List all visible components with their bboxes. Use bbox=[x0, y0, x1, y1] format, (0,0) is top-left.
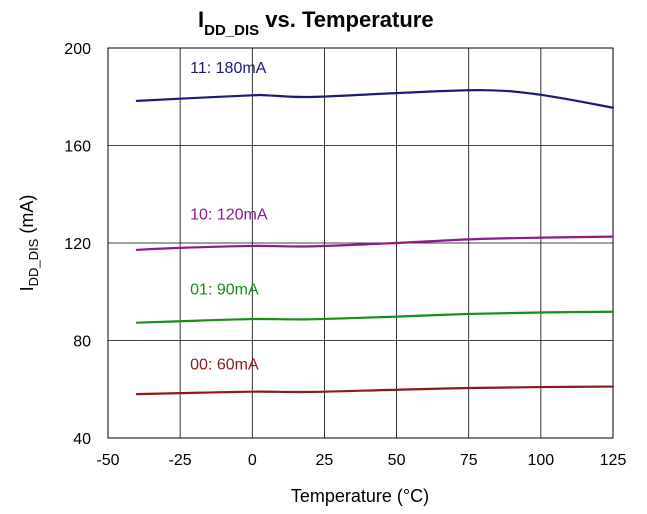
x-tick-label: 25 bbox=[316, 452, 334, 469]
y-tick-labels: 40 80 120 160 200 bbox=[64, 41, 91, 448]
chart-title: IDD_DIS vs. Temperature bbox=[198, 7, 434, 39]
series-labels: 11: 180mA 10: 120mA 01: 90mA 00: 60mA bbox=[190, 60, 268, 373]
y-axis-label-subscript: DD_DIS bbox=[26, 238, 41, 286]
chart-title-main: I bbox=[198, 7, 204, 32]
series-line-3 bbox=[135, 310, 615, 324]
y-tick-label: 120 bbox=[64, 236, 91, 253]
x-tick-label: 125 bbox=[600, 452, 627, 469]
x-axis-label: Temperature (°C) bbox=[291, 486, 429, 506]
y-axis-label-main: I bbox=[17, 286, 37, 291]
series-label-2: 10: 120mA bbox=[190, 207, 268, 224]
y-tick-label: 160 bbox=[64, 139, 91, 156]
y-tick-label: 80 bbox=[73, 334, 91, 351]
x-tick-label: 75 bbox=[460, 452, 478, 469]
series-line-1 bbox=[135, 89, 615, 109]
series-group bbox=[135, 89, 615, 396]
x-tick-label: -25 bbox=[169, 452, 192, 469]
x-tick-label: 50 bbox=[388, 452, 406, 469]
series-line-4 bbox=[135, 385, 615, 396]
x-tick-label: -50 bbox=[96, 452, 119, 469]
chart-title-rest: vs. Temperature bbox=[259, 7, 433, 32]
x-tick-label: 100 bbox=[528, 452, 555, 469]
y-tick-label: 200 bbox=[64, 41, 91, 58]
series-label-1: 11: 180mA bbox=[190, 60, 267, 77]
y-tick-label: 40 bbox=[73, 431, 91, 448]
series-label-3: 01: 90mA bbox=[190, 282, 259, 299]
x-tick-label: 0 bbox=[248, 452, 257, 469]
series-line-2 bbox=[135, 235, 615, 251]
chart-title-subscript: DD_DIS bbox=[204, 22, 259, 39]
y-axis-label-rest: (mA) bbox=[17, 195, 37, 239]
y-axis-label: IDD_DIS (mA) bbox=[17, 195, 41, 292]
series-label-4: 00: 60mA bbox=[190, 357, 259, 374]
x-tick-labels: -50 -25 0 25 50 75 100 125 bbox=[96, 452, 626, 469]
grid bbox=[108, 48, 613, 438]
